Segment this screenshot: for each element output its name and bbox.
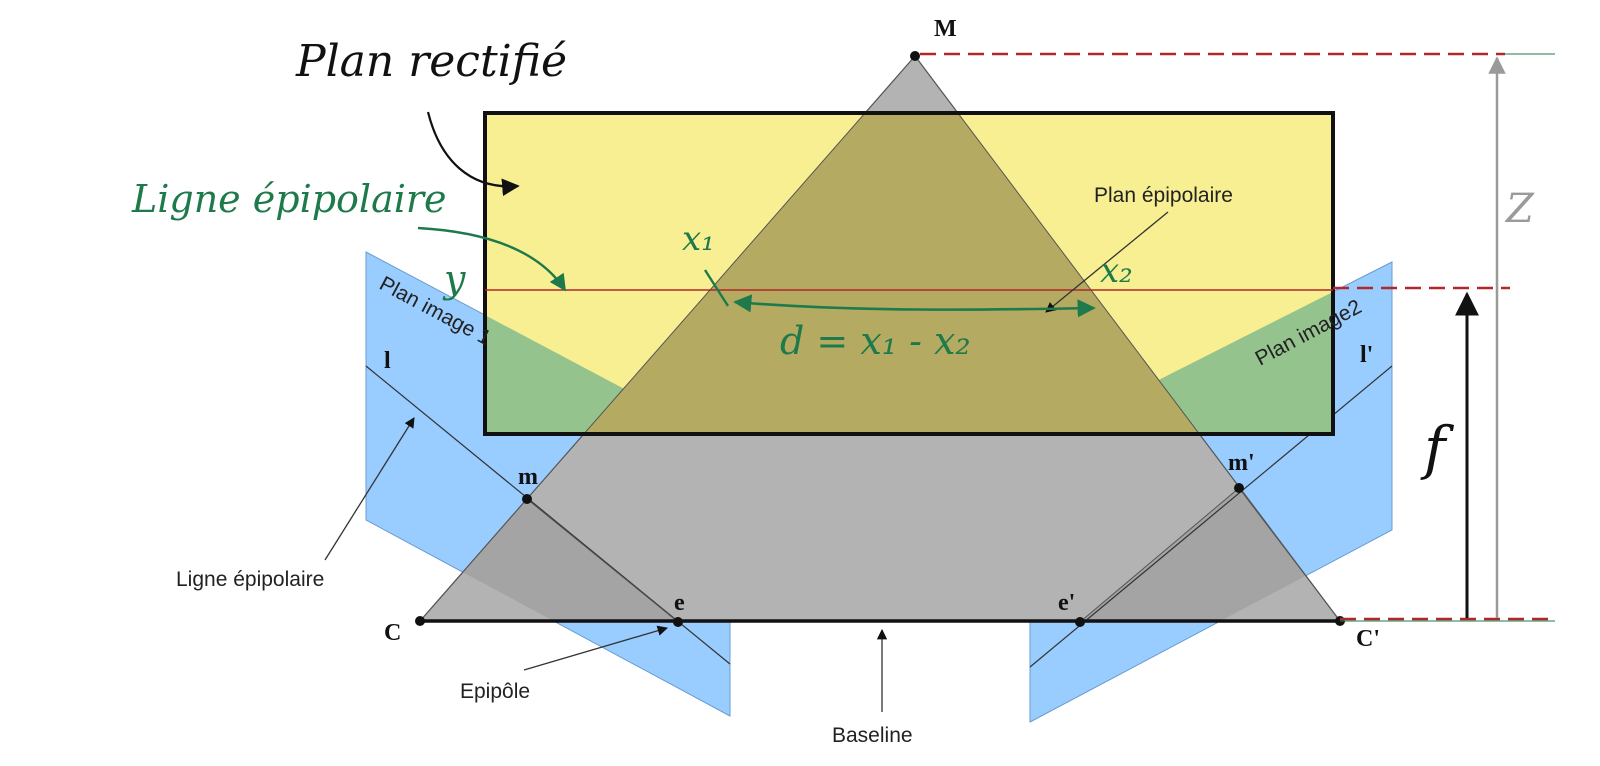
handwritten-x2: x₂ xyxy=(1100,251,1133,291)
label-plan-epipolaire: Plan épipolaire xyxy=(1094,184,1233,207)
handwritten-y: y xyxy=(442,257,466,301)
projection-line-cm xyxy=(419,498,528,622)
projection-line-me xyxy=(526,498,679,623)
label-baseline: Baseline xyxy=(832,724,913,747)
disparity-hand-arrow xyxy=(733,294,1096,318)
label-C-prime: C' xyxy=(1356,626,1380,652)
triangle-on-rectified-plane xyxy=(583,113,1200,434)
projection-line-m-prime-c xyxy=(1238,487,1341,622)
ligne-epipolaire-hand-arrow xyxy=(417,226,567,292)
handwritten-depth-Z: Z xyxy=(1504,186,1535,232)
handwritten-plan-rectifie: Plan rectifié xyxy=(295,36,567,87)
label-C: C xyxy=(384,620,401,646)
label-ligne-epipolaire: Ligne épipolaire xyxy=(176,568,324,591)
point-M xyxy=(910,51,920,61)
ligne-epipolaire-pointer xyxy=(324,417,415,561)
label-e-prime: e' xyxy=(1058,590,1075,616)
label-m: m xyxy=(518,464,538,490)
point-e xyxy=(673,617,683,627)
handwritten-disparity: d = x₁ - x₂ xyxy=(780,319,971,363)
label-l: l xyxy=(384,348,391,374)
epipole-pointer xyxy=(523,625,668,671)
label-l-prime: l' xyxy=(1360,342,1373,368)
point-e-prime xyxy=(1075,617,1085,627)
point-C xyxy=(415,616,425,626)
label-epipole: Epipôle xyxy=(460,680,530,703)
label-M: M xyxy=(934,16,957,42)
projection-line-em-prime xyxy=(1079,487,1240,623)
point-m-prime xyxy=(1234,483,1244,493)
point-m xyxy=(522,494,532,504)
handwritten-x1: x₁ xyxy=(682,219,715,259)
handwritten-focal-f: f xyxy=(1420,414,1455,482)
image-2-triangle xyxy=(1080,488,1340,622)
label-m-prime: m' xyxy=(1228,450,1255,476)
x1-hand-mark xyxy=(703,269,730,307)
handwritten-ligne-epipolaire: Ligne épipolaire xyxy=(131,177,447,221)
plan-rectifie-hand-arrow xyxy=(426,111,520,197)
label-e: e xyxy=(674,590,685,616)
rectified-plane-border xyxy=(483,111,1335,436)
